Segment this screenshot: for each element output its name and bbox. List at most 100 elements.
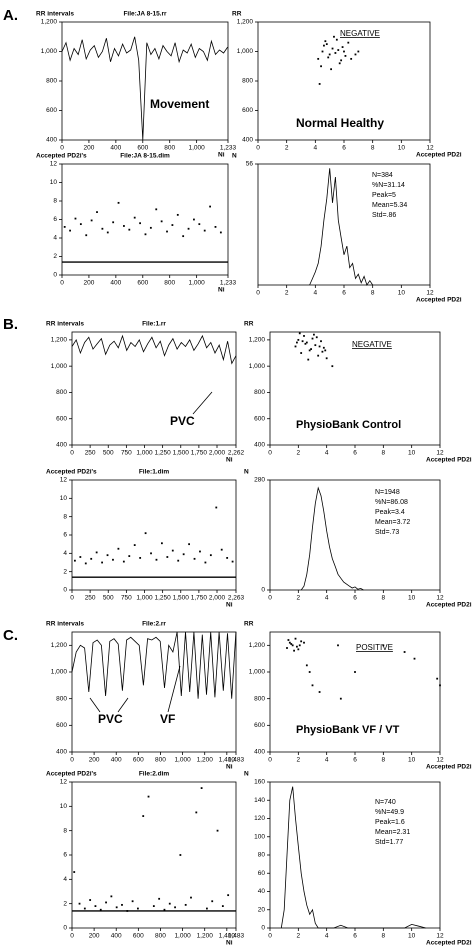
point bbox=[322, 346, 325, 349]
point bbox=[85, 234, 88, 237]
y-tick-label: 2 bbox=[53, 253, 57, 260]
y-tick-label: 2 bbox=[63, 900, 67, 907]
point bbox=[182, 553, 185, 556]
x-tick-label: 10 bbox=[408, 933, 416, 940]
point bbox=[198, 223, 201, 226]
y-tick-label: 6 bbox=[53, 216, 57, 223]
annotation: Normal Healthy bbox=[296, 116, 384, 130]
point bbox=[286, 647, 288, 649]
y-tick-label: 0 bbox=[261, 925, 265, 932]
point bbox=[209, 554, 212, 557]
point bbox=[79, 223, 82, 226]
y-axis-label: N bbox=[244, 469, 249, 476]
point bbox=[318, 345, 321, 348]
point bbox=[101, 561, 103, 564]
x-tick-label: 1,250 bbox=[154, 595, 171, 602]
x-tick-label: 400 bbox=[111, 933, 122, 940]
file-title: File:1.dim bbox=[139, 469, 170, 476]
point bbox=[190, 896, 192, 899]
y-tick-label: 1,200 bbox=[51, 642, 68, 649]
point bbox=[123, 225, 125, 227]
y-tick-label: 800 bbox=[56, 389, 67, 396]
point bbox=[99, 908, 102, 911]
point bbox=[139, 222, 141, 225]
y-axis-label: RR bbox=[244, 321, 254, 328]
file-title: File:2.rr bbox=[142, 621, 166, 628]
point bbox=[331, 47, 334, 50]
point bbox=[144, 532, 147, 535]
x-tick-label: 1,200 bbox=[197, 933, 214, 940]
x-tick-label: 6 bbox=[353, 757, 357, 764]
point bbox=[320, 65, 322, 68]
x-tick-label: 1,250 bbox=[154, 450, 171, 457]
y-tick-label: 800 bbox=[46, 78, 57, 85]
point bbox=[219, 231, 222, 234]
x-tick-label: 0 bbox=[256, 290, 260, 297]
point bbox=[96, 211, 98, 213]
point bbox=[209, 205, 211, 208]
point bbox=[403, 651, 406, 653]
y-tick-label: 100 bbox=[254, 833, 265, 840]
point bbox=[174, 906, 176, 909]
point bbox=[79, 556, 82, 558]
point bbox=[69, 229, 71, 232]
trace bbox=[71, 334, 237, 365]
x-tick-label: 4 bbox=[325, 450, 329, 457]
y-axis-label: N bbox=[244, 771, 249, 778]
x-tick-label: 0 bbox=[70, 933, 74, 940]
point bbox=[357, 50, 360, 53]
y-tick-label: 400 bbox=[242, 137, 253, 144]
point bbox=[334, 52, 337, 54]
point bbox=[311, 684, 314, 687]
y-axis-label: RR intervals bbox=[46, 321, 84, 328]
annotation: POSITIVE bbox=[356, 643, 393, 652]
x-axis-label: Ni bbox=[226, 602, 233, 609]
point bbox=[296, 645, 298, 648]
x-tick-label: 750 bbox=[121, 595, 132, 602]
point bbox=[214, 226, 217, 228]
point bbox=[106, 231, 109, 234]
trace bbox=[71, 631, 237, 699]
x-tick-label: 750 bbox=[121, 450, 132, 457]
point bbox=[221, 905, 224, 907]
panel-label: B. bbox=[3, 316, 18, 333]
x-tick-label: 0 bbox=[256, 145, 260, 152]
y-tick-label: 800 bbox=[254, 389, 265, 396]
point bbox=[133, 216, 136, 219]
annotation: Peak=5 bbox=[372, 192, 396, 199]
point bbox=[73, 871, 76, 873]
point bbox=[328, 53, 331, 56]
x-tick-label: 10 bbox=[408, 595, 416, 602]
point bbox=[303, 335, 305, 337]
y-tick-label: 600 bbox=[56, 415, 67, 422]
point bbox=[338, 62, 341, 65]
point bbox=[321, 50, 324, 53]
y-tick-label: 600 bbox=[242, 107, 253, 114]
point bbox=[126, 910, 129, 912]
point bbox=[166, 230, 168, 233]
x-tick-label: 1,233 bbox=[220, 280, 237, 287]
x-tick-label: 1,200 bbox=[197, 757, 214, 764]
y-tick-label: 8 bbox=[63, 827, 67, 834]
point bbox=[287, 639, 290, 641]
x-tick-label: 200 bbox=[89, 933, 100, 940]
y-tick-label: 4 bbox=[63, 550, 67, 557]
point bbox=[305, 664, 308, 667]
x-tick-label: 6 bbox=[342, 145, 346, 152]
point bbox=[347, 41, 350, 44]
file-title: File:2.dim bbox=[139, 771, 170, 778]
point bbox=[131, 900, 134, 903]
annotation: PhysioBank Control bbox=[296, 419, 401, 431]
x-tick-label: 10 bbox=[408, 757, 416, 764]
x-tick-label: 1,750 bbox=[191, 595, 208, 602]
y-tick-label: 1,000 bbox=[249, 669, 266, 676]
y-tick-label: 56 bbox=[246, 161, 254, 168]
x-tick-label: 800 bbox=[155, 933, 166, 940]
x-axis-label: Ni bbox=[226, 457, 233, 464]
point bbox=[199, 550, 201, 553]
x-tick-label: 200 bbox=[89, 757, 100, 764]
point bbox=[337, 49, 340, 51]
point bbox=[117, 201, 120, 204]
y-axis-label: N bbox=[232, 153, 237, 160]
